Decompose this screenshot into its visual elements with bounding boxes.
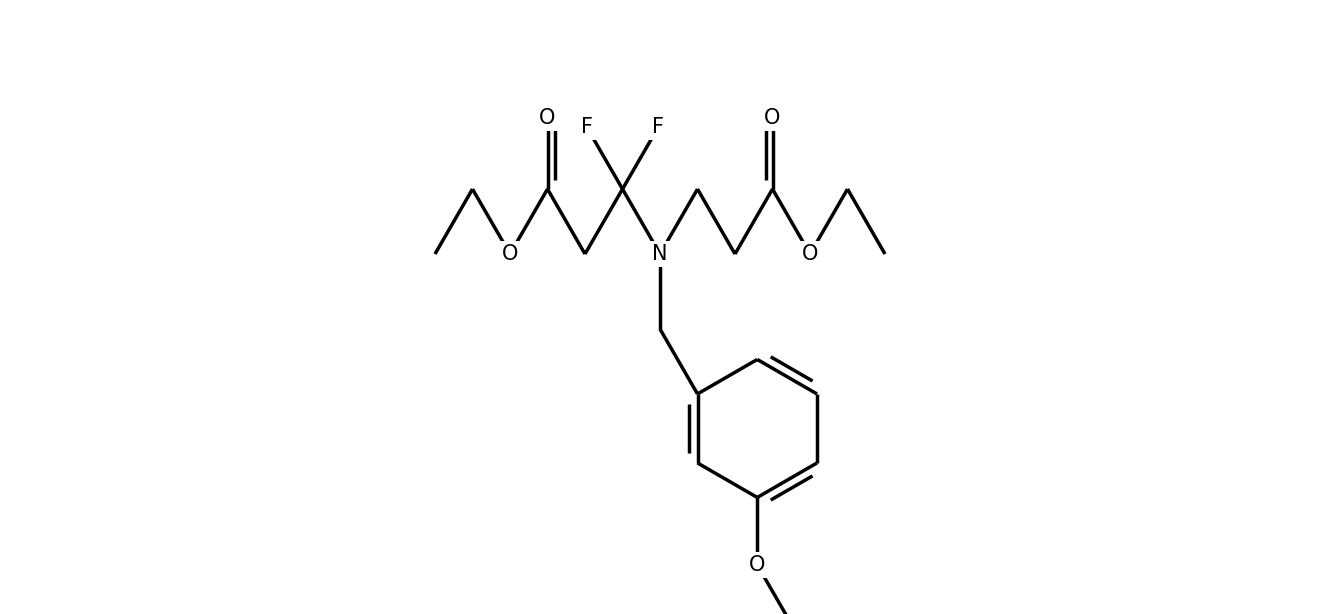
Text: O: O bbox=[539, 108, 556, 128]
Text: O: O bbox=[801, 244, 818, 264]
Text: O: O bbox=[764, 108, 780, 128]
Text: F: F bbox=[652, 117, 664, 138]
Text: F: F bbox=[581, 117, 593, 138]
Text: O: O bbox=[502, 244, 518, 264]
Text: O: O bbox=[749, 555, 766, 575]
Text: N: N bbox=[652, 244, 668, 264]
